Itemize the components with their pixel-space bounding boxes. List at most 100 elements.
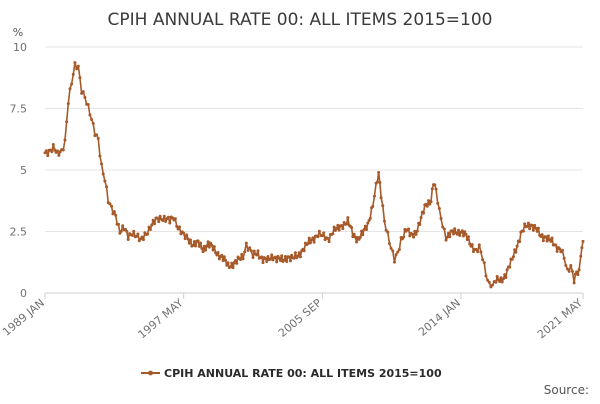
data-point[interactable]	[410, 232, 414, 236]
data-point[interactable]	[576, 273, 580, 277]
data-point[interactable]	[570, 269, 574, 273]
data-point[interactable]	[164, 219, 168, 223]
data-point[interactable]	[116, 222, 120, 226]
data-point[interactable]	[95, 133, 99, 137]
data-point[interactable]	[205, 244, 209, 248]
data-point[interactable]	[433, 183, 437, 187]
data-point[interactable]	[243, 250, 247, 254]
data-point[interactable]	[225, 263, 229, 267]
data-point[interactable]	[125, 229, 129, 233]
data-point[interactable]	[112, 210, 116, 214]
data-point[interactable]	[418, 223, 422, 227]
data-point[interactable]	[230, 261, 234, 265]
data-point[interactable]	[447, 231, 450, 235]
data-point[interactable]	[141, 238, 145, 242]
data-point[interactable]	[229, 265, 233, 269]
data-point[interactable]	[175, 224, 179, 228]
data-point[interactable]	[407, 227, 411, 231]
data-point[interactable]	[510, 257, 514, 261]
data-point[interactable]	[196, 239, 200, 243]
data-point[interactable]	[263, 257, 267, 260]
data-point[interactable]	[513, 248, 517, 252]
data-point[interactable]	[476, 250, 480, 254]
data-point[interactable]	[151, 218, 155, 222]
data-point[interactable]	[386, 230, 390, 234]
data-point[interactable]	[579, 254, 583, 258]
data-point[interactable]	[200, 246, 204, 250]
data-point[interactable]	[575, 270, 579, 274]
data-point[interactable]	[504, 275, 508, 279]
data-point[interactable]	[76, 64, 80, 68]
data-point[interactable]	[503, 273, 507, 277]
data-point[interactable]	[461, 234, 465, 238]
data-point[interactable]	[526, 221, 530, 225]
data-point[interactable]	[355, 240, 359, 244]
data-point[interactable]	[53, 148, 57, 152]
data-point[interactable]	[375, 180, 379, 184]
data-point[interactable]	[456, 228, 460, 232]
data-point[interactable]	[419, 215, 423, 219]
data-point[interactable]	[337, 228, 341, 232]
data-point[interactable]	[222, 255, 226, 259]
data-point[interactable]	[135, 234, 139, 238]
data-point[interactable]	[361, 233, 365, 237]
data-point[interactable]	[545, 239, 549, 243]
data-point[interactable]	[495, 274, 499, 278]
data-point[interactable]	[581, 239, 585, 243]
data-point[interactable]	[402, 235, 406, 239]
data-point[interactable]	[430, 187, 434, 191]
data-point[interactable]	[368, 216, 372, 220]
data-point[interactable]	[73, 61, 77, 65]
data-point[interactable]	[212, 245, 216, 249]
data-point[interactable]	[161, 219, 165, 222]
data-point[interactable]	[132, 229, 136, 233]
data-point[interactable]	[66, 102, 70, 106]
data-point[interactable]	[511, 255, 515, 259]
data-point[interactable]	[204, 248, 208, 252]
data-point[interactable]	[534, 226, 538, 230]
data-point[interactable]	[521, 229, 525, 233]
data-point[interactable]	[560, 248, 564, 252]
data-point[interactable]	[277, 256, 281, 260]
data-point[interactable]	[155, 216, 159, 220]
data-point[interactable]	[371, 204, 375, 208]
data-point[interactable]	[302, 249, 306, 253]
data-point[interactable]	[290, 253, 294, 257]
data-point[interactable]	[98, 154, 102, 158]
data-point[interactable]	[71, 72, 75, 76]
data-point[interactable]	[365, 228, 369, 231]
data-point[interactable]	[372, 194, 376, 198]
data-point[interactable]	[185, 233, 189, 237]
data-point[interactable]	[381, 204, 385, 208]
data-point[interactable]	[266, 254, 270, 258]
data-point[interactable]	[81, 90, 85, 94]
data-point[interactable]	[278, 258, 282, 262]
data-point[interactable]	[121, 224, 125, 228]
data-point[interactable]	[260, 255, 264, 259]
data-point[interactable]	[292, 256, 296, 260]
data-point[interactable]	[55, 149, 59, 153]
data-point[interactable]	[241, 257, 245, 261]
data-point[interactable]	[427, 199, 431, 203]
data-point[interactable]	[285, 259, 289, 263]
data-point[interactable]	[397, 247, 401, 251]
data-point[interactable]	[505, 268, 509, 272]
legend[interactable]: CPIH ANNUAL RATE 00: ALL ITEMS 2015=100	[141, 367, 442, 380]
data-point[interactable]	[194, 244, 198, 248]
data-point[interactable]	[108, 202, 112, 206]
data-point[interactable]	[148, 228, 152, 231]
data-point[interactable]	[394, 253, 398, 257]
data-point[interactable]	[280, 254, 284, 258]
data-point[interactable]	[412, 235, 416, 239]
data-point[interactable]	[523, 222, 527, 226]
data-point[interactable]	[429, 200, 433, 204]
data-point[interactable]	[248, 246, 252, 250]
data-point[interactable]	[540, 233, 544, 237]
data-point[interactable]	[178, 225, 181, 229]
data-point[interactable]	[465, 237, 469, 241]
data-point[interactable]	[413, 229, 417, 233]
data-point[interactable]	[414, 232, 418, 236]
data-point[interactable]	[479, 250, 483, 254]
data-point[interactable]	[564, 263, 568, 267]
data-point[interactable]	[565, 267, 569, 271]
